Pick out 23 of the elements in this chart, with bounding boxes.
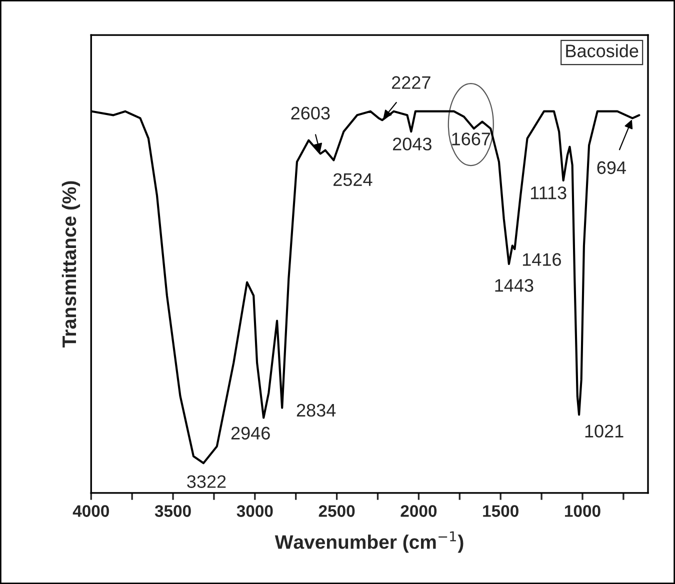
annotation: 2946 bbox=[231, 426, 270, 440]
x-tick-label: 3000 bbox=[236, 505, 273, 517]
x-tick-label: 4000 bbox=[72, 505, 109, 517]
x-tick-label: 2000 bbox=[400, 505, 437, 517]
annotation: 2043 bbox=[392, 138, 432, 150]
annotation: 2603 bbox=[291, 106, 330, 120]
x-tick-label: 2500 bbox=[318, 505, 355, 517]
x-tick-label: 3500 bbox=[154, 505, 191, 517]
annotation: 1416 bbox=[522, 253, 561, 266]
annotation: 694 bbox=[597, 161, 626, 174]
annotation: 1113 bbox=[530, 186, 566, 200]
annotation: 2524 bbox=[334, 173, 372, 186]
annotation: 1443 bbox=[495, 279, 534, 292]
x-tick-label: 1000 bbox=[565, 505, 600, 517]
annotation: 2227 bbox=[392, 76, 430, 89]
annotation: 3322 bbox=[187, 475, 226, 488]
x-tick-label: 1500 bbox=[483, 505, 518, 517]
annotation: 1667 bbox=[452, 132, 490, 146]
text: Bacoside bbox=[566, 44, 638, 58]
annotation: 2834 bbox=[296, 404, 336, 417]
y-axis-title: Transmittance (%) bbox=[62, 181, 80, 348]
annotation: 1021 bbox=[585, 424, 624, 438]
x-axis-title: Wavenumber (cm$^{−1}$) bbox=[274, 531, 464, 553]
